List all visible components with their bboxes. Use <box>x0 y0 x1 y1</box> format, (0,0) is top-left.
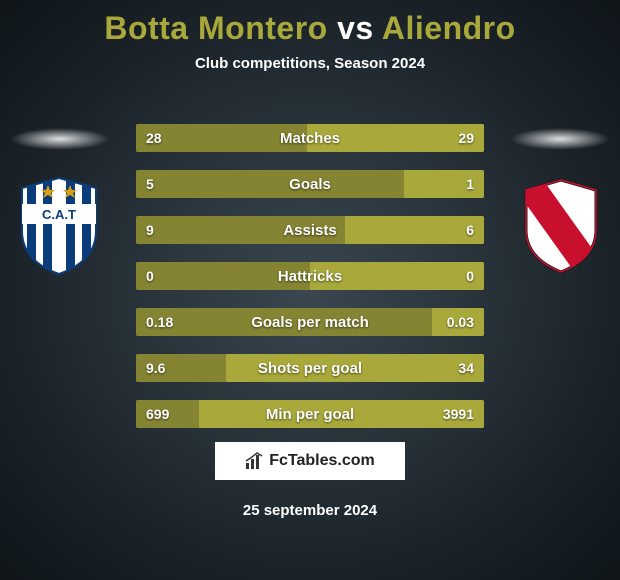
club-crest-right <box>518 176 604 276</box>
stat-row: 0.180.03Goals per match <box>136 308 484 336</box>
player-shadow-left <box>10 128 110 150</box>
stat-name: Matches <box>136 124 484 152</box>
watermark: FcTables.com <box>215 442 405 480</box>
stat-name: Hattricks <box>136 262 484 290</box>
player-shadow-right <box>510 128 610 150</box>
stat-row: 51Goals <box>136 170 484 198</box>
club-crest-left: C.A.T <box>16 176 102 276</box>
page-title: Botta Montero vs Aliendro <box>0 0 620 47</box>
stat-name: Goals per match <box>136 308 484 336</box>
stat-name: Min per goal <box>136 400 484 428</box>
chart-icon <box>245 452 263 470</box>
stat-row: 6993991Min per goal <box>136 400 484 428</box>
title-vs: vs <box>328 10 382 46</box>
crest-left-initials: C.A.T <box>42 207 76 222</box>
title-player-right: Aliendro <box>382 10 516 46</box>
stat-row: 2829Matches <box>136 124 484 152</box>
date-text: 25 september 2024 <box>0 502 620 519</box>
stat-row: 96Assists <box>136 216 484 244</box>
stat-row: 00Hattricks <box>136 262 484 290</box>
title-player-left: Botta Montero <box>104 10 327 46</box>
stat-name: Goals <box>136 170 484 198</box>
watermark-text: FcTables.com <box>269 452 375 470</box>
stats-chart: 2829Matches 51Goals 96Assists 00Hattricks 0.… <box>136 124 484 446</box>
subtitle: Club competitions, Season 2024 <box>0 55 620 72</box>
stat-name: Shots per goal <box>136 354 484 382</box>
stat-name: Assists <box>136 216 484 244</box>
stat-row: 9.634Shots per goal <box>136 354 484 382</box>
